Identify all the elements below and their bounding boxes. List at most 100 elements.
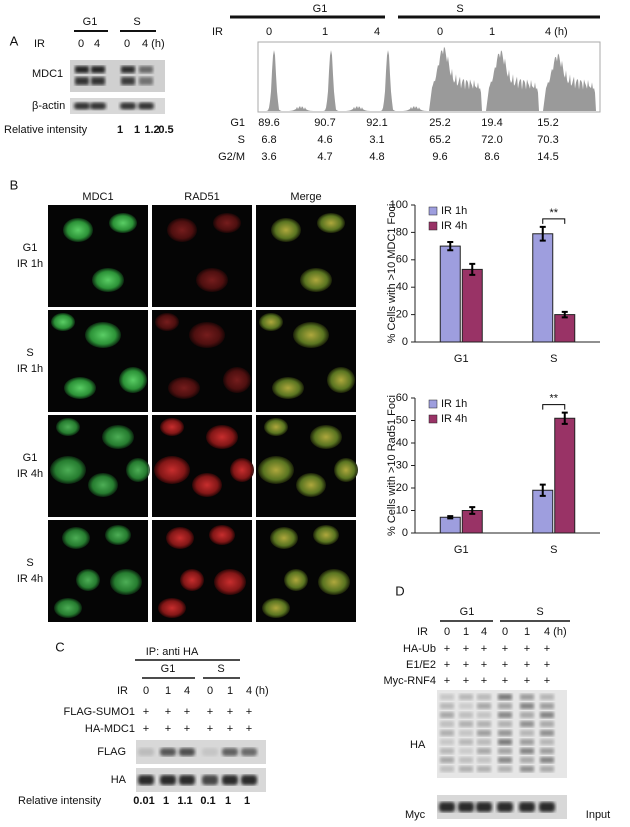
blot-smear: [540, 757, 554, 763]
nucleus: [102, 425, 134, 449]
bar: [439, 516, 461, 534]
value: 1.2: [144, 124, 159, 136]
nucleus: [264, 418, 288, 436]
blot-smear: [498, 757, 512, 763]
y-tick-label: 100: [390, 199, 408, 211]
y-tick-label: 0: [402, 527, 408, 539]
histogram: [315, 50, 372, 111]
label: 0: [266, 26, 272, 38]
nucleus: [166, 527, 194, 549]
label: E1/E2: [406, 659, 436, 671]
blot-band: [539, 802, 555, 812]
mark: +: [143, 706, 149, 718]
mark: +: [502, 643, 508, 655]
nucleus: [230, 458, 254, 482]
error-bar: [561, 411, 568, 425]
blot-band: [241, 775, 257, 785]
label: 4: [374, 26, 380, 38]
blot-smear: [498, 766, 512, 772]
nucleus: [318, 569, 350, 595]
blot-smear: [498, 748, 512, 754]
legend-label: IR 1h: [441, 205, 467, 217]
nucleus: [262, 598, 290, 618]
label: Relative intensity: [4, 124, 88, 136]
blot-smear: [540, 748, 554, 754]
nucleus: [126, 458, 150, 482]
label: 0: [437, 26, 443, 38]
bar: [439, 245, 461, 343]
blot-band: [120, 102, 136, 110]
label: IR: [417, 626, 428, 638]
nucleus: [271, 218, 301, 242]
nucleus: [223, 367, 251, 393]
label: 1: [227, 685, 233, 697]
histogram: [372, 50, 429, 111]
label: FLAG: [97, 746, 126, 758]
label: 1: [489, 26, 495, 38]
blot-smear: [520, 730, 534, 736]
blot-smear: [498, 721, 512, 727]
y-tick-label: 50: [396, 414, 408, 426]
label: IR 4h: [17, 573, 43, 585]
label: S: [536, 606, 543, 618]
mark: +: [502, 675, 508, 687]
label: HA-Ub: [403, 643, 436, 655]
nucleus: [92, 268, 124, 292]
blot-smear: [498, 712, 512, 718]
nucleus: [206, 425, 238, 449]
label: 1: [463, 626, 469, 638]
nucleus: [119, 367, 147, 393]
value: 4.8: [369, 151, 384, 163]
label: Input: [586, 809, 610, 821]
blot-band: [138, 748, 154, 756]
blot-smear: [459, 703, 473, 709]
bracket: [542, 218, 566, 224]
blot-smear: [459, 766, 473, 772]
label: S: [133, 16, 140, 28]
nucleus: [284, 569, 308, 591]
nucleus: [334, 458, 358, 482]
nucleus: [180, 569, 204, 591]
blot-smear: [440, 766, 454, 772]
nucleus: [259, 313, 283, 331]
label: 1: [524, 626, 530, 638]
blot-smear: [520, 703, 534, 709]
mark: +: [184, 706, 190, 718]
blot-band: [138, 775, 154, 785]
blot-smear: [440, 712, 454, 718]
nucleus: [160, 418, 184, 436]
value: 25.2: [429, 117, 450, 129]
label: G1: [460, 606, 475, 618]
value: 0.01: [133, 795, 154, 807]
value: 65.2: [429, 134, 450, 146]
label: 4: [94, 38, 100, 50]
nucleus: [313, 525, 339, 545]
panel-label: C: [55, 639, 64, 654]
nucleus: [209, 525, 235, 545]
x-tick-label: S: [550, 353, 557, 365]
mark: +: [246, 723, 252, 735]
mark: +: [463, 659, 469, 671]
blot-band: [519, 802, 535, 812]
label: G1: [230, 117, 245, 129]
blot-smear: [459, 712, 473, 718]
label: Relative intensity: [18, 795, 102, 807]
mark: +: [502, 659, 508, 671]
label: IR: [34, 38, 45, 50]
x-tick-label: G1: [454, 544, 469, 556]
annotation: **: [549, 393, 558, 405]
nucleus: [54, 598, 82, 618]
value: 89.6: [258, 117, 279, 129]
nucleus: [64, 377, 96, 399]
label: 0: [143, 685, 149, 697]
blot-smear: [540, 739, 554, 745]
mark: +: [227, 706, 233, 718]
blot-smear: [440, 739, 454, 745]
nucleus: [110, 569, 142, 595]
mark: +: [444, 643, 450, 655]
label: IR 4h: [17, 468, 43, 480]
label: 0: [207, 685, 213, 697]
legend-label: IR 4h: [441, 220, 467, 232]
nucleus: [189, 322, 225, 348]
blot-smear: [440, 730, 454, 736]
